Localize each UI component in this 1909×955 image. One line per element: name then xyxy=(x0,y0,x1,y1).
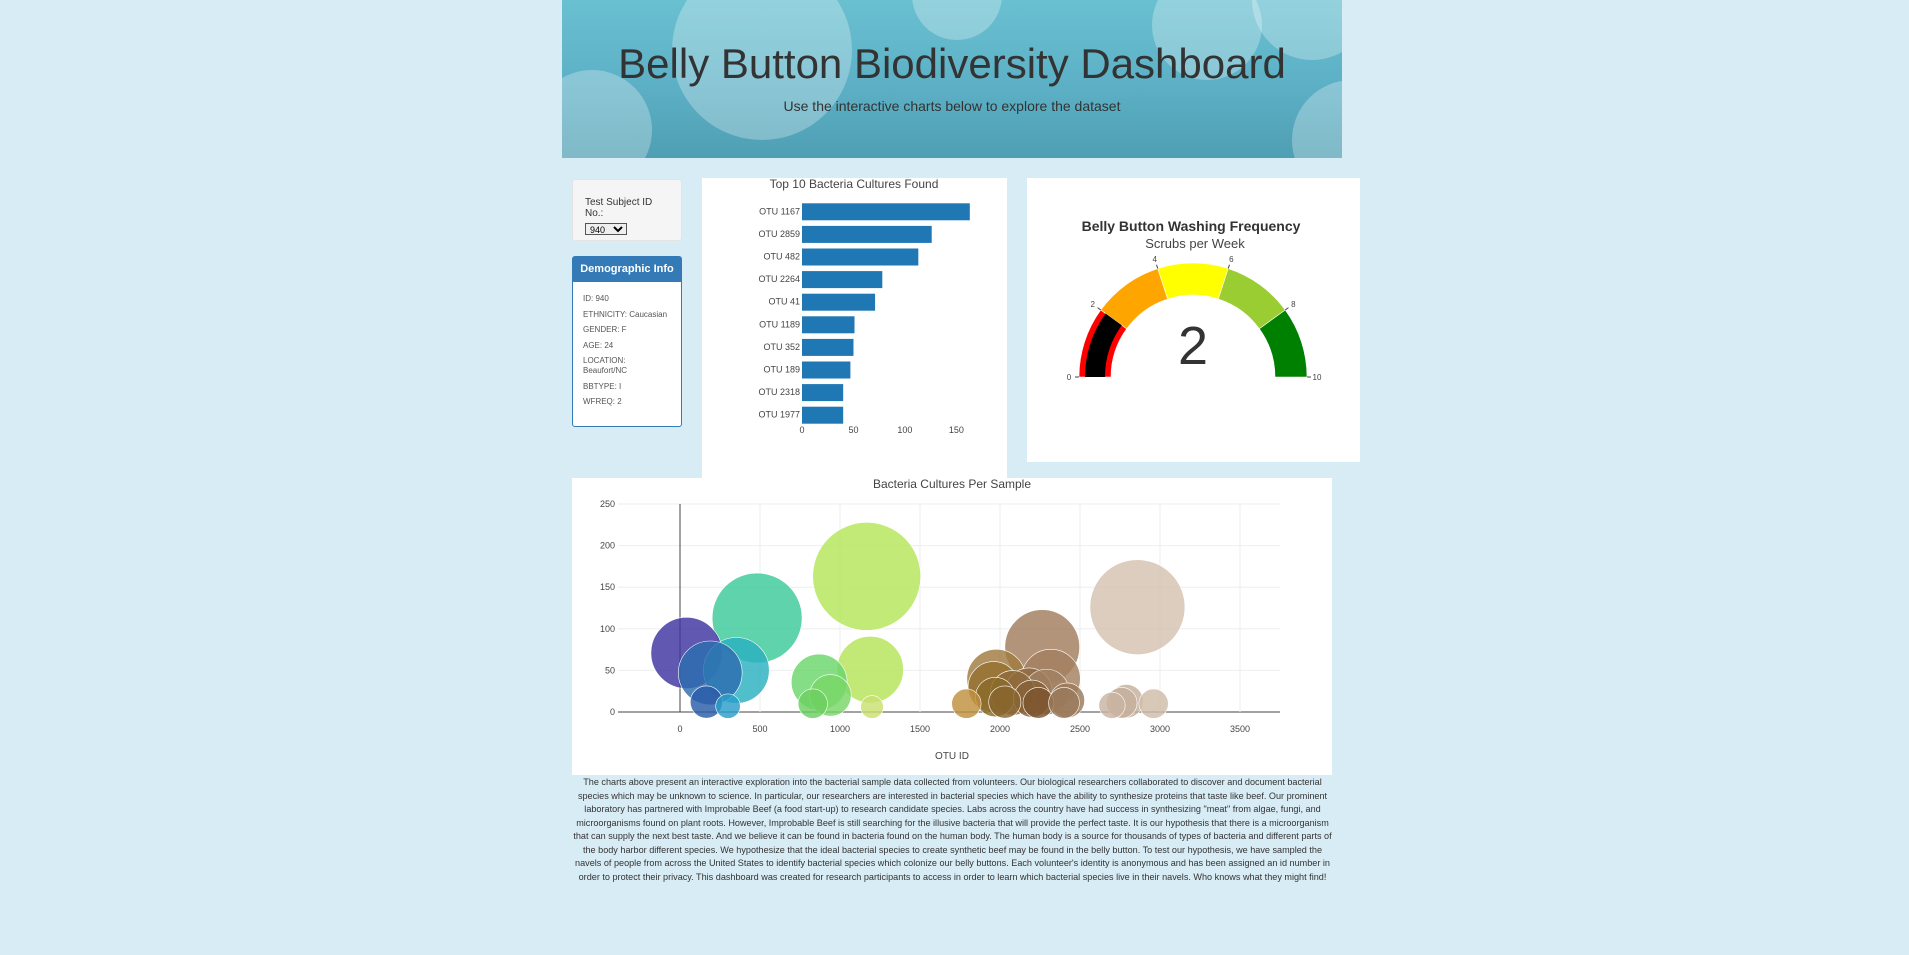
bubble-y-tick-label: 250 xyxy=(600,499,615,509)
bubble-x-tick-label: 2000 xyxy=(990,724,1010,734)
bubble-point[interactable] xyxy=(1048,687,1080,719)
bar[interactable] xyxy=(802,406,844,424)
bubble-y-tick-label: 0 xyxy=(610,707,615,717)
bubble-y-tick-label: 50 xyxy=(605,665,615,675)
demo-ethnicity: ETHNICITY: Caucasian xyxy=(583,309,668,319)
bubble-x-tick-label: 3000 xyxy=(1150,724,1170,734)
demo-location: LOCATION: Beaufort/NC xyxy=(583,356,628,375)
bubble-x-tick-label: 1000 xyxy=(830,724,850,734)
bar-x-tick-label: 50 xyxy=(848,425,858,435)
gauge-value-bar xyxy=(1085,313,1122,377)
bar[interactable] xyxy=(802,316,855,334)
bar-category-label: OTU 1189 xyxy=(759,319,800,329)
gauge-tick xyxy=(1156,264,1159,269)
bar-x-tick-label: 150 xyxy=(949,425,964,435)
bar[interactable] xyxy=(802,225,932,243)
gauge-tick-label: 0 xyxy=(1067,373,1072,382)
bubble-y-tick-label: 150 xyxy=(600,582,615,592)
bubble-point[interactable] xyxy=(715,693,741,719)
bar-category-label: OTU 1167 xyxy=(759,206,800,216)
gauge-tick-label: 4 xyxy=(1152,255,1157,264)
description-text: The charts above present an interactive … xyxy=(573,777,1332,882)
bubble-point[interactable] xyxy=(1138,688,1169,719)
gauge-chart[interactable]: Belly Button Washing Frequency Scrubs pe… xyxy=(1027,178,1360,462)
bar[interactable] xyxy=(802,384,844,402)
bubble-x-tick-label: 2500 xyxy=(1070,724,1090,734)
bubble-x-tick-label: 500 xyxy=(752,724,767,734)
bar-category-label: OTU 2318 xyxy=(758,387,800,397)
bubble-chart-title: Bacteria Cultures Per Sample xyxy=(873,478,1031,491)
bar-category-label: OTU 1977 xyxy=(758,410,800,420)
gauge-step xyxy=(1157,262,1229,300)
subject-selector-label: Test Subject ID No.: xyxy=(585,197,653,219)
bubble-x-tick-label: 3500 xyxy=(1230,724,1250,734)
bar-category-label: OTU 41 xyxy=(768,297,800,307)
demo-bbtype: BBTYPE: I xyxy=(583,381,622,391)
gauge-chart-box: Belly Button Washing Frequency Scrubs pe… xyxy=(1027,178,1360,462)
bar-chart-box: Top 10 Bacteria Cultures Found OTU 1167 O… xyxy=(702,177,1007,478)
bubble-point[interactable] xyxy=(988,685,1022,719)
gauge-tick-label: 10 xyxy=(1313,373,1322,382)
bar-x-tick-label: 100 xyxy=(897,425,912,435)
gauge-tick xyxy=(1097,307,1102,311)
gauge-tick xyxy=(1227,264,1230,269)
bar-category-label: OTU 482 xyxy=(763,252,800,262)
bar[interactable] xyxy=(802,203,970,221)
bar-chart[interactable]: Top 10 Bacteria Cultures Found OTU 1167 O… xyxy=(702,177,1007,478)
bar-chart-title: Top 10 Bacteria Cultures Found xyxy=(770,178,939,191)
gauge-tick-label: 6 xyxy=(1229,255,1234,264)
bubble-chart[interactable]: Bacteria Cultures Per Sample OTU ID 0 50 1… xyxy=(572,477,1332,775)
bubble-point[interactable] xyxy=(951,688,982,719)
subject-selector-well: Test Subject ID No.: 940 xyxy=(572,179,682,241)
bubble-x-tick-label: 1500 xyxy=(910,724,930,734)
gauge-value: 2 xyxy=(1178,316,1208,376)
bubble-point[interactable] xyxy=(797,688,828,719)
subject-id-select[interactable]: 940 xyxy=(585,223,627,235)
bar[interactable] xyxy=(802,361,851,379)
demo-gender: GENDER: F xyxy=(583,325,627,335)
bubble-y-tick-label: 100 xyxy=(600,624,615,634)
gauge-tick xyxy=(1284,307,1289,311)
bubble-x-axis-label: OTU ID xyxy=(935,751,969,762)
bubble-point[interactable] xyxy=(1098,691,1126,719)
demo-age: AGE: 24 xyxy=(583,340,614,350)
page-title: Belly Button Biodiversity Dashboard xyxy=(618,40,1286,87)
demographic-panel: Demographic Info ID: 940 ETHNICITY: Cauc… xyxy=(572,256,682,427)
gauge-title: Belly Button Washing Frequency xyxy=(1082,218,1301,234)
bar-category-label: OTU 352 xyxy=(763,342,800,352)
bar-x-tick-label: 0 xyxy=(799,425,804,435)
gauge-tick-label: 2 xyxy=(1090,300,1095,309)
header-banner: Belly Button Biodiversity Dashboard Use … xyxy=(562,0,1342,158)
page-subtitle: Use the interactive charts below to expl… xyxy=(783,98,1121,114)
bubble-point[interactable] xyxy=(812,522,922,631)
gauge-tick-label: 8 xyxy=(1291,300,1296,309)
bubble-chart-box: Bacteria Cultures Per Sample OTU ID 0 50 1… xyxy=(572,477,1332,775)
bubble-point[interactable] xyxy=(1089,559,1186,655)
bubble-point[interactable] xyxy=(860,695,884,719)
bar-category-label: OTU 2859 xyxy=(758,229,800,239)
bar[interactable] xyxy=(802,248,919,266)
gauge-subtitle: Scrubs per Week xyxy=(1145,236,1245,251)
demo-wfreq: WFREQ: 2 xyxy=(583,397,622,407)
bar[interactable] xyxy=(802,271,883,289)
bar-category-label: OTU 189 xyxy=(763,365,800,375)
bar[interactable] xyxy=(802,338,854,356)
bar[interactable] xyxy=(802,293,876,311)
demographic-heading: Demographic Info xyxy=(573,257,681,282)
bar-category-label: OTU 2264 xyxy=(758,274,800,284)
bubble-x-tick-label: 0 xyxy=(677,724,682,734)
demo-id: ID: 940 xyxy=(583,294,609,303)
demographic-body: ID: 940 ETHNICITY: Caucasian GENDER: F A… xyxy=(573,282,681,425)
bubble-y-tick-label: 200 xyxy=(600,541,615,551)
